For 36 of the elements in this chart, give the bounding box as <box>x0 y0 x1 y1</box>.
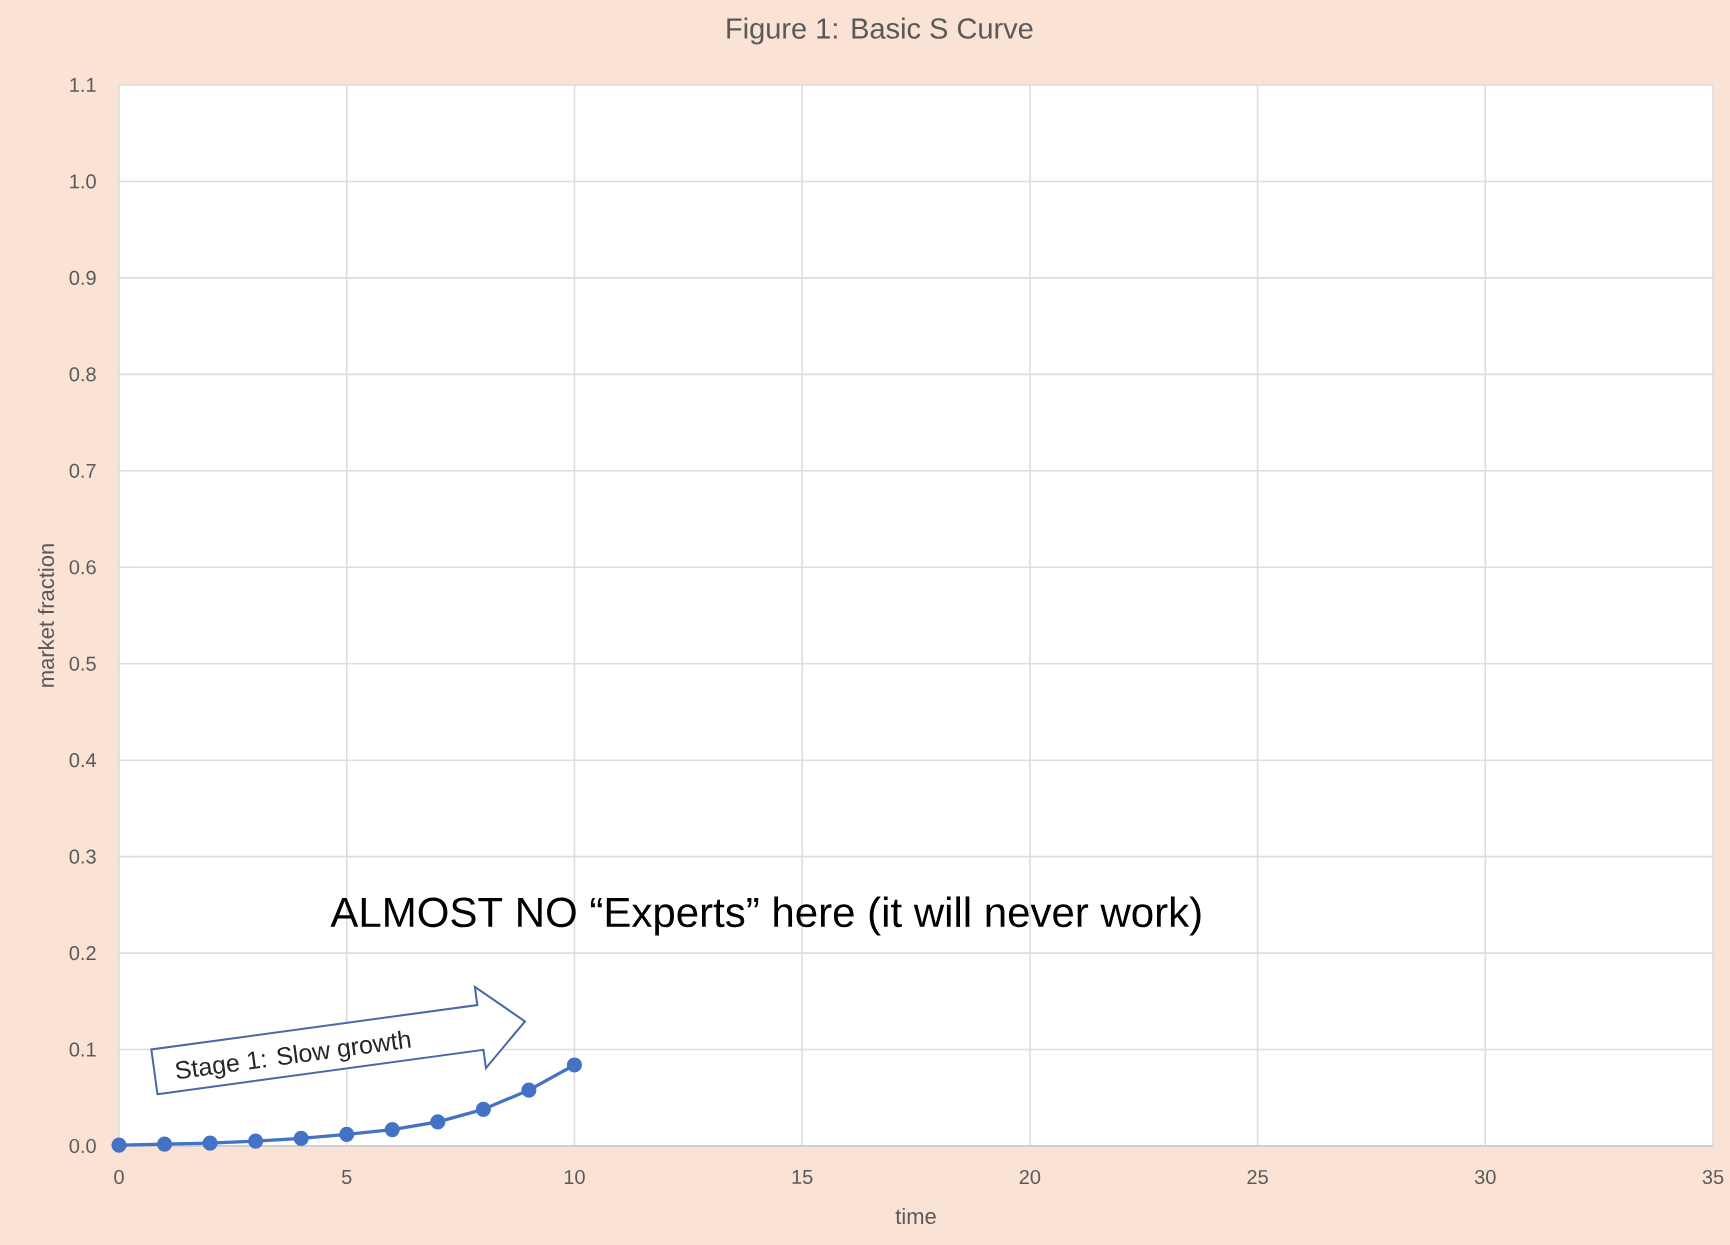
chart-title: Figure 1: Basic S Curve <box>727 17 1033 45</box>
point <box>475 1101 491 1117</box>
point <box>111 1137 127 1153</box>
point <box>202 1135 218 1151</box>
x-tick-label: 30 <box>1474 1169 1496 1185</box>
x-tick-label: 20 <box>1019 1169 1041 1185</box>
annotation: ALMOST NO “Experts” here (it will never work) <box>330 896 1201 936</box>
point <box>430 1114 446 1130</box>
x-tick-label: 35 <box>1702 1169 1724 1185</box>
y-tick-label: 1.1 <box>70 78 96 92</box>
y-tick-label: 1.0 <box>70 174 96 189</box>
point <box>339 1126 355 1143</box>
point <box>293 1130 309 1146</box>
point <box>156 1136 173 1152</box>
point <box>566 1057 583 1073</box>
y-tick-label: 0.5 <box>69 656 96 671</box>
y-tick-label: 0.3 <box>69 849 96 864</box>
x-tick-label: 25 <box>1247 1169 1268 1185</box>
point <box>521 1082 537 1098</box>
y-tick-label: 0.1 <box>69 1042 96 1057</box>
x-tick-label: 10 <box>564 1169 585 1185</box>
x-tick-label: 15 <box>792 1170 813 1184</box>
y-tick-label: 0.0 <box>69 1138 96 1154</box>
y-tick-label: 0.8 <box>69 367 96 382</box>
annotation: Stage 1: Slow growth <box>176 1030 411 1079</box>
y-axis-title: market fraction <box>37 544 55 687</box>
y-tick-label: 0.6 <box>69 560 96 575</box>
x-tick-label: 0 <box>114 1169 124 1185</box>
y-tick-label: 0.7 <box>69 463 96 478</box>
point <box>384 1122 400 1138</box>
x-axis-title: time <box>895 1207 936 1225</box>
x-tick-label: 5 <box>341 1170 352 1184</box>
y-tick-label: 0.2 <box>69 946 96 961</box>
y-tick-label: 0.9 <box>69 270 96 285</box>
point <box>248 1133 264 1149</box>
y-tick-label: 0.4 <box>69 753 97 768</box>
